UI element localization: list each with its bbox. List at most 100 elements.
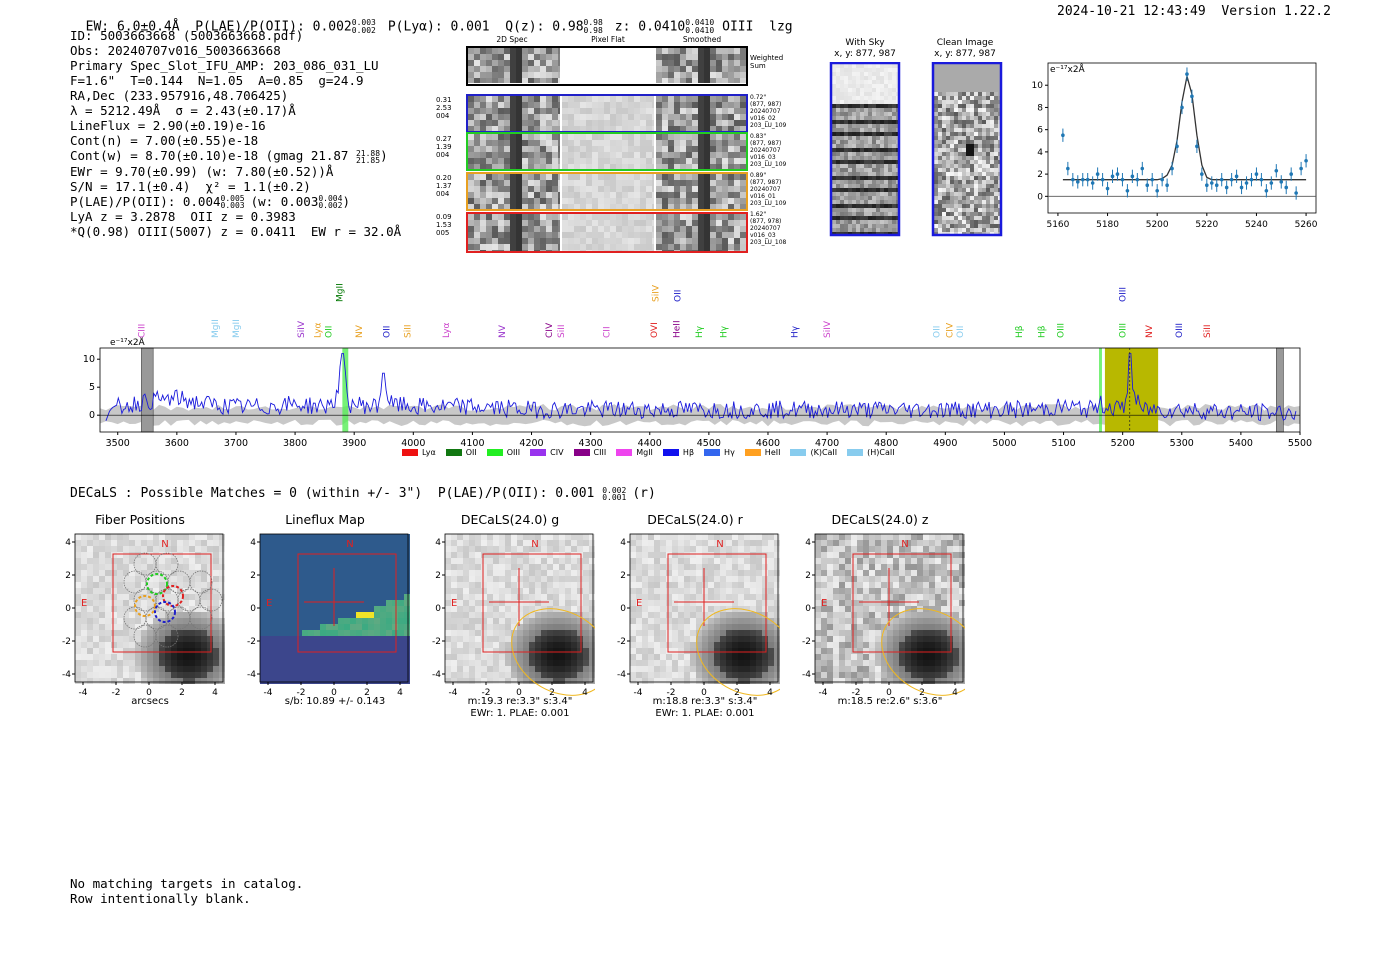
sky-pixel — [856, 148, 860, 152]
sky-pixel — [868, 180, 872, 184]
decals-pixel — [81, 624, 87, 630]
decals-pixel — [111, 564, 117, 570]
sky-pixel — [982, 168, 986, 172]
decals-pixel — [189, 654, 195, 660]
sky-pixel — [950, 156, 954, 160]
spectrum-line-label: Hγ — [791, 325, 801, 338]
decals-pixel — [445, 624, 451, 630]
sky-pixel — [832, 164, 836, 168]
cutout-pixel — [668, 180, 674, 186]
cutout-pixel — [546, 60, 552, 66]
decals-pixel — [451, 630, 457, 636]
sky-pixel — [946, 228, 950, 232]
decals-pixel — [517, 606, 523, 612]
sky-pixel — [994, 192, 998, 196]
sky-pixel — [864, 168, 868, 172]
decals-pixel — [583, 540, 589, 546]
decals-pixel — [487, 588, 493, 594]
decals-pixel — [380, 600, 386, 606]
cutout-pixel — [674, 226, 680, 232]
decals-pixel — [535, 630, 541, 636]
decals-pixel — [368, 600, 374, 606]
info-gmag-hi: 21.88 — [355, 148, 381, 158]
decals-pixel — [350, 630, 356, 636]
cutout-stamp-group: 0.72" (877, 987) 20240707 v016_02 203_LU_109 — [750, 94, 786, 129]
sky-pixel — [950, 140, 954, 144]
decals-pixel — [87, 630, 93, 636]
spectrum-xtick-label: 5200 — [1111, 438, 1135, 449]
cutout-pixel — [474, 152, 480, 158]
sky-pixel — [880, 148, 884, 152]
sky-pixel — [852, 116, 856, 120]
cutout-pixel — [662, 198, 668, 204]
cutout-pixel — [586, 192, 592, 198]
sky-pixel — [844, 112, 848, 116]
cutout-pixel — [628, 250, 634, 251]
spectrum-line-label: Hγ — [720, 325, 730, 338]
cutout-pixel — [722, 72, 728, 78]
decals-pixel — [272, 564, 278, 570]
decals-pixel — [171, 564, 177, 570]
sky-pixel — [978, 172, 982, 176]
sky-pixel — [836, 72, 840, 76]
decals-pixel — [320, 660, 326, 666]
sky-pixel — [868, 64, 872, 68]
sky-pixel — [954, 128, 958, 132]
decals-pixel — [129, 630, 135, 636]
sky-pixel — [946, 200, 950, 204]
cutout-pixel — [574, 120, 580, 126]
sky-pixel — [868, 112, 872, 116]
cutout-pixel — [534, 250, 540, 251]
cutout-pixel — [534, 192, 540, 198]
cutout-pixel — [740, 66, 746, 72]
decals-pixel — [511, 534, 517, 540]
spectrum-line-label: SiIV — [823, 320, 833, 338]
decals-pixel — [105, 540, 111, 546]
cutout-pixel — [562, 238, 568, 244]
sky-pixel — [884, 108, 888, 112]
cutout-pixel — [728, 232, 734, 238]
decals-pixel — [75, 540, 81, 546]
decals-pixel — [535, 582, 541, 588]
cutout-pixel — [522, 146, 528, 152]
sky-pixel — [856, 112, 860, 116]
cutout-pixel — [504, 198, 510, 204]
decals-pixel — [111, 660, 117, 666]
decals-pixel — [284, 600, 290, 606]
cutout-pixel — [734, 140, 740, 146]
spectrum-ytick-label: 10 — [83, 354, 95, 365]
decals-pixel — [87, 540, 93, 546]
cutout-pixel — [486, 72, 492, 78]
sky-pixel — [946, 172, 950, 176]
cutout-pixel — [604, 108, 610, 114]
cutout-pixel — [540, 66, 546, 72]
cutout-pixel — [722, 198, 728, 204]
decals-pixel — [266, 678, 272, 684]
decals-pixel — [111, 594, 117, 600]
spectrum-axes-frame — [99, 347, 1301, 433]
cutout-pixel — [640, 114, 646, 120]
cutout-pixel — [574, 146, 580, 152]
decals-pixel — [505, 552, 511, 558]
decals-pixel — [541, 558, 547, 564]
cutout-pixel — [474, 204, 480, 209]
decals-pixel — [565, 558, 571, 564]
sky-pixel — [946, 104, 950, 108]
decals-pixel — [207, 546, 213, 552]
decals-pixel — [475, 588, 481, 594]
decals-pixel — [81, 570, 87, 576]
sky-pixel — [844, 72, 848, 76]
decals-pixel — [398, 630, 404, 636]
cutout-pixel — [510, 152, 516, 158]
decals-pixel — [314, 600, 320, 606]
sky-pixel — [942, 156, 946, 160]
cutout-pixel — [510, 186, 516, 192]
decals-pixel — [380, 654, 386, 660]
cutout-pixel — [516, 180, 522, 186]
sky-pixel — [848, 164, 852, 168]
decals-pixel — [135, 570, 141, 576]
sky-pixel — [934, 64, 938, 68]
cutout-pixel — [710, 140, 716, 146]
cutout-pixel — [652, 204, 654, 209]
decals-pixel — [559, 570, 565, 576]
